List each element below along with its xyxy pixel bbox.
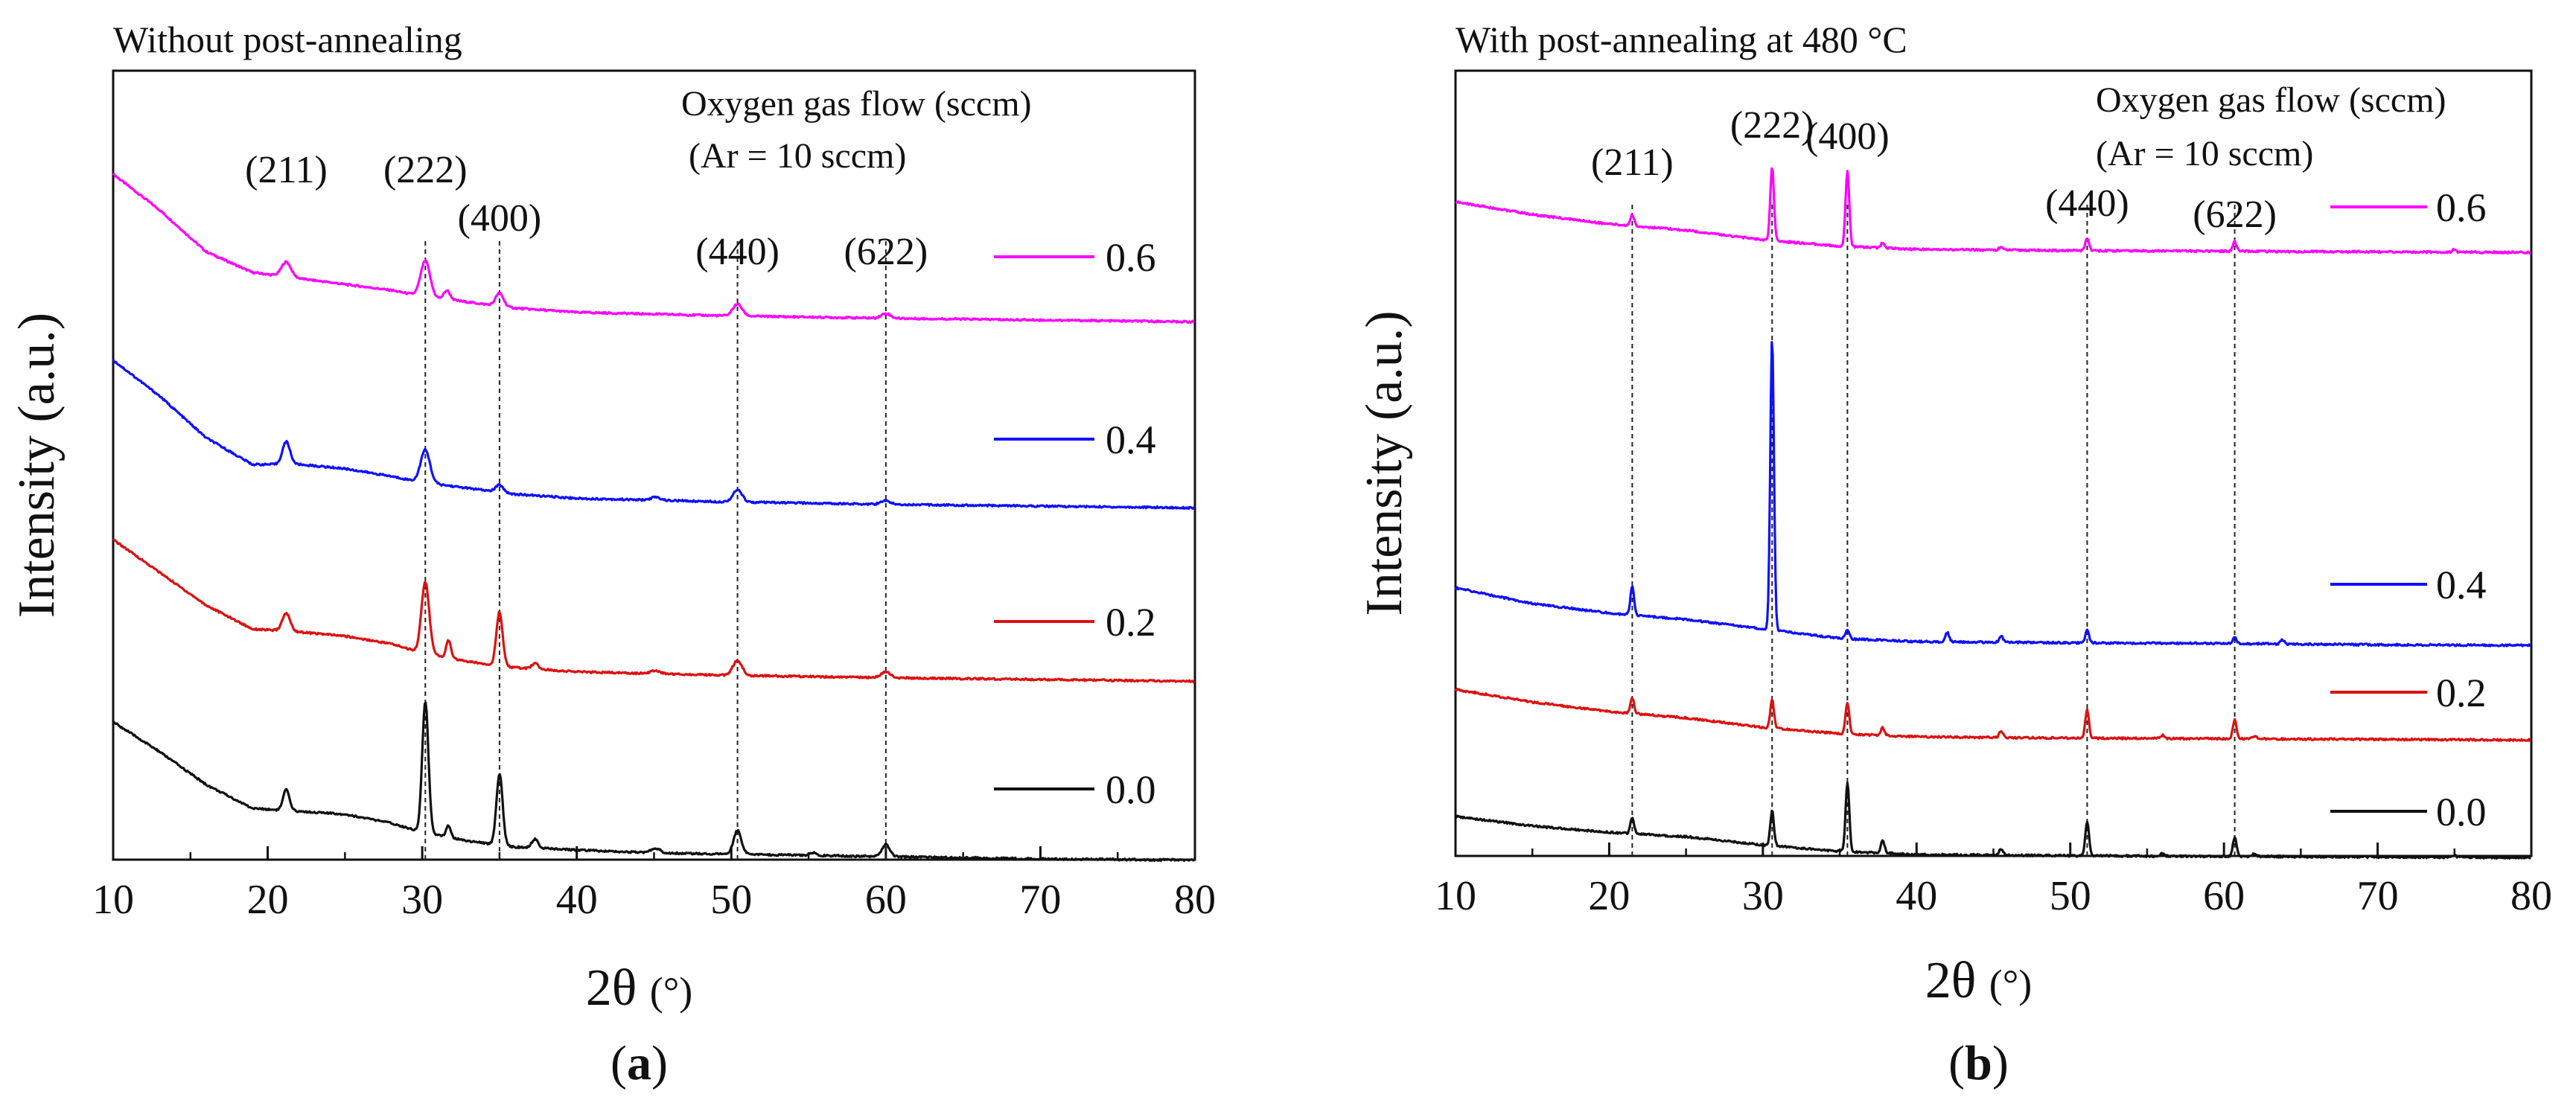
x-tick-label: 80: [1174, 877, 1216, 923]
legend-label: 0.6: [1106, 235, 1156, 280]
legend-subtitle: (Ar = 10 sccm): [2096, 134, 2313, 173]
legend-label: 0.0: [2436, 790, 2487, 834]
x-tick-label: 10: [92, 877, 134, 923]
x-tick-label: 10: [1435, 873, 1476, 919]
panel-label: (b): [1948, 1036, 2009, 1090]
series-line-0.6: [1455, 167, 2532, 255]
x-axis-label-unit: (°): [650, 969, 693, 1014]
peak-label: (622): [2193, 194, 2277, 236]
x-axis-label: 2θ (°): [586, 959, 693, 1017]
panel-label: (a): [610, 1036, 668, 1090]
peak-label: (440): [2045, 182, 2129, 225]
series-line-0.0: [1454, 782, 2531, 860]
x-tick-label: 60: [865, 877, 907, 923]
y-axis-label: Intensity (a.u.): [8, 313, 66, 618]
peak-label: (440): [695, 231, 780, 273]
x-tick-label: 70: [2357, 873, 2399, 919]
x-tick-label: 40: [1896, 873, 1937, 919]
x-tick-label: 30: [401, 877, 443, 923]
peak-label: (222): [383, 149, 468, 191]
panel-label-open: (: [610, 1036, 627, 1090]
panel-label-letter: a: [627, 1036, 651, 1090]
x-tick-label: 60: [2203, 873, 2245, 919]
series-line-0.0: [112, 701, 1195, 862]
panel-label-open: (: [1948, 1036, 1965, 1090]
x-tick-label: 80: [2510, 873, 2552, 919]
x-axis-label-unit: (°): [1989, 962, 2033, 1006]
panel-title: With post-annealing at 480 °C: [1456, 19, 1907, 60]
legend-title: Oxygen gas flow (sccm): [2096, 80, 2446, 120]
peak-label: (400): [1805, 115, 1890, 158]
peak-label: (211): [1591, 141, 1674, 184]
legend-label: 0.4: [1106, 418, 1156, 462]
series-line-0.2: [1454, 688, 2531, 742]
legend-label: 0.0: [1106, 767, 1156, 812]
legend-label: 0.2: [2436, 671, 2487, 715]
x-tick-label: 70: [1019, 877, 1061, 923]
panel-b: With post-annealing at 480 °C 10 20 30 40 50 6…: [1356, 19, 2552, 1090]
legend-title: Oxygen gas flow (sccm): [681, 84, 1032, 124]
x-tick-label: 20: [247, 877, 289, 923]
x-axis-label-symbol: 2θ: [586, 959, 650, 1017]
panel-a: Without post-annealing 10 20 30 40 50 60 70 80 2θ…: [8, 19, 1216, 1090]
legend-label: 0.4: [2436, 563, 2487, 607]
legend-label: 0.2: [1106, 600, 1156, 645]
x-tick-label: 50: [710, 877, 752, 923]
x-tick-label: 30: [1742, 873, 1784, 919]
series-line-0.4: [112, 359, 1196, 510]
peak-label: (622): [844, 231, 928, 273]
x-tick-label: 40: [556, 877, 598, 923]
y-axis-label: Intensity (a.u.): [1356, 310, 1413, 616]
panel-title: Without post-annealing: [113, 19, 462, 60]
series-line-0.6: [112, 173, 1195, 325]
series-line-0.2: [112, 537, 1196, 684]
x-tick-label: 20: [1588, 873, 1630, 919]
legend-subtitle: (Ar = 10 sccm): [689, 136, 906, 176]
x-axis-label-symbol: 2θ: [1925, 952, 1989, 1009]
panel-label-close: ): [651, 1036, 668, 1090]
x-tick-label: 50: [2050, 873, 2091, 919]
panel-label-letter: b: [1965, 1036, 1992, 1090]
series-line-0.4: [1454, 341, 2531, 648]
x-axis-label: 2θ (°): [1925, 952, 2033, 1009]
peak-label: (211): [245, 149, 328, 191]
panel-label-close: ): [1992, 1036, 2009, 1090]
legend-label: 0.6: [2436, 185, 2487, 230]
peak-label: (222): [1730, 104, 1814, 147]
peak-label: (400): [458, 197, 542, 240]
